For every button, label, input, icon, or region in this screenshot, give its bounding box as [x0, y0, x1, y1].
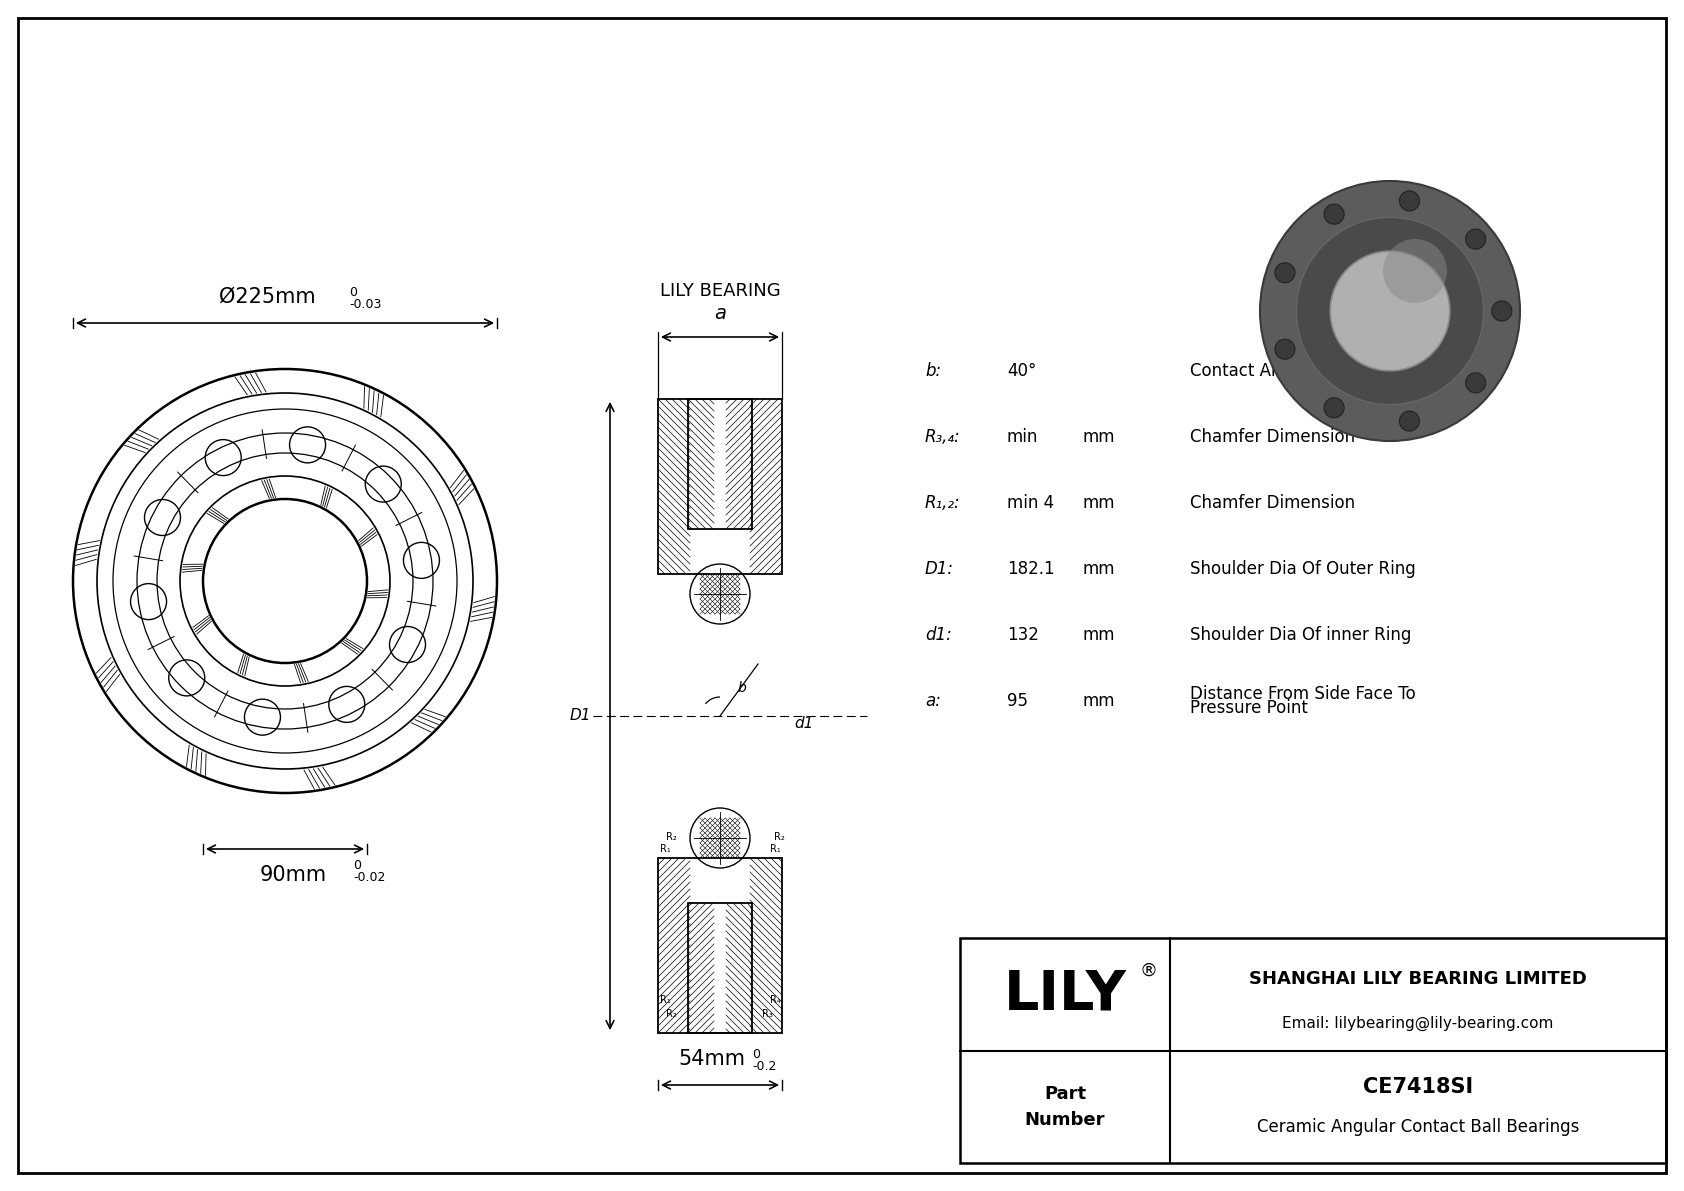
Text: -0.03: -0.03	[349, 298, 381, 311]
Text: 40°: 40°	[1007, 362, 1036, 380]
Bar	[689, 903, 753, 1033]
Circle shape	[1465, 373, 1485, 393]
Text: R₃,₄:: R₃,₄:	[925, 428, 960, 445]
Text: Shoulder Dia Of inner Ring: Shoulder Dia Of inner Ring	[1191, 626, 1411, 644]
Text: Distance From Side Face To: Distance From Side Face To	[1191, 685, 1416, 703]
Text: d1: d1	[793, 717, 813, 731]
Text: ®: ®	[1138, 961, 1157, 979]
Circle shape	[1297, 218, 1484, 405]
Text: 0: 0	[349, 286, 357, 299]
Text: 132: 132	[1007, 626, 1039, 644]
Text: a: a	[714, 304, 726, 323]
Text: -0.02: -0.02	[354, 871, 386, 884]
Circle shape	[1275, 339, 1295, 360]
Text: R₂: R₂	[665, 833, 677, 842]
Text: mm: mm	[1083, 692, 1115, 710]
Text: b:: b:	[925, 362, 941, 380]
Text: Shoulder Dia Of Outer Ring: Shoulder Dia Of Outer Ring	[1191, 560, 1416, 578]
Text: SHANGHAI LILY BEARING LIMITED: SHANGHAI LILY BEARING LIMITED	[1250, 969, 1586, 987]
Text: Part
Number: Part Number	[1026, 1085, 1105, 1129]
Bar	[960, 939, 1665, 1162]
Circle shape	[1383, 239, 1447, 303]
Circle shape	[1399, 411, 1420, 431]
Text: R₁: R₁	[660, 844, 670, 854]
Text: mm: mm	[1083, 626, 1115, 644]
Text: -0.2: -0.2	[753, 1060, 776, 1073]
Text: 90mm: 90mm	[259, 865, 327, 885]
Text: Ceramic Angular Contact Ball Bearings: Ceramic Angular Contact Ball Bearings	[1256, 1118, 1580, 1136]
Text: LILY: LILY	[1004, 967, 1127, 1021]
Text: R₂: R₂	[775, 833, 785, 842]
Text: Contact Angle: Contact Angle	[1191, 362, 1307, 380]
Text: a:: a:	[925, 692, 941, 710]
Text: min: min	[1007, 428, 1039, 445]
Text: CE7418SI: CE7418SI	[1362, 1077, 1474, 1097]
Text: mm: mm	[1083, 428, 1115, 445]
Text: LILY BEARING: LILY BEARING	[660, 282, 780, 300]
Text: mm: mm	[1083, 560, 1115, 578]
Text: D1:: D1:	[925, 560, 955, 578]
Circle shape	[1324, 398, 1344, 418]
Text: R₂: R₂	[665, 1009, 677, 1019]
Text: Email: lilybearing@lily-bearing.com: Email: lilybearing@lily-bearing.com	[1282, 1016, 1554, 1031]
Bar	[689, 399, 753, 529]
Text: Chamfer Dimension: Chamfer Dimension	[1191, 428, 1356, 445]
Text: d1:: d1:	[925, 626, 951, 644]
Text: R₁: R₁	[770, 844, 781, 854]
Circle shape	[1330, 251, 1450, 370]
Circle shape	[1399, 191, 1420, 211]
Text: 54mm: 54mm	[679, 1049, 746, 1070]
Bar	[658, 399, 781, 574]
Text: Pressure Point: Pressure Point	[1191, 699, 1308, 717]
Text: min 4: min 4	[1007, 494, 1054, 512]
Text: R₃: R₃	[761, 1009, 773, 1019]
Text: R₄: R₄	[770, 994, 781, 1005]
Bar	[658, 858, 781, 1033]
Text: R₁,₂:: R₁,₂:	[925, 494, 960, 512]
Circle shape	[1465, 229, 1485, 249]
Text: 0: 0	[354, 859, 360, 872]
Circle shape	[1492, 301, 1512, 322]
Circle shape	[1260, 181, 1521, 441]
Text: 95: 95	[1007, 692, 1027, 710]
Text: b: b	[738, 681, 746, 696]
Circle shape	[1324, 204, 1344, 224]
Text: R₁: R₁	[660, 994, 670, 1005]
Text: 182.1: 182.1	[1007, 560, 1054, 578]
Text: 0: 0	[753, 1048, 759, 1061]
Text: Chamfer Dimension: Chamfer Dimension	[1191, 494, 1356, 512]
Circle shape	[1275, 263, 1295, 282]
Text: Ø225mm: Ø225mm	[219, 287, 315, 307]
Text: mm: mm	[1083, 494, 1115, 512]
Text: D1: D1	[569, 709, 591, 723]
